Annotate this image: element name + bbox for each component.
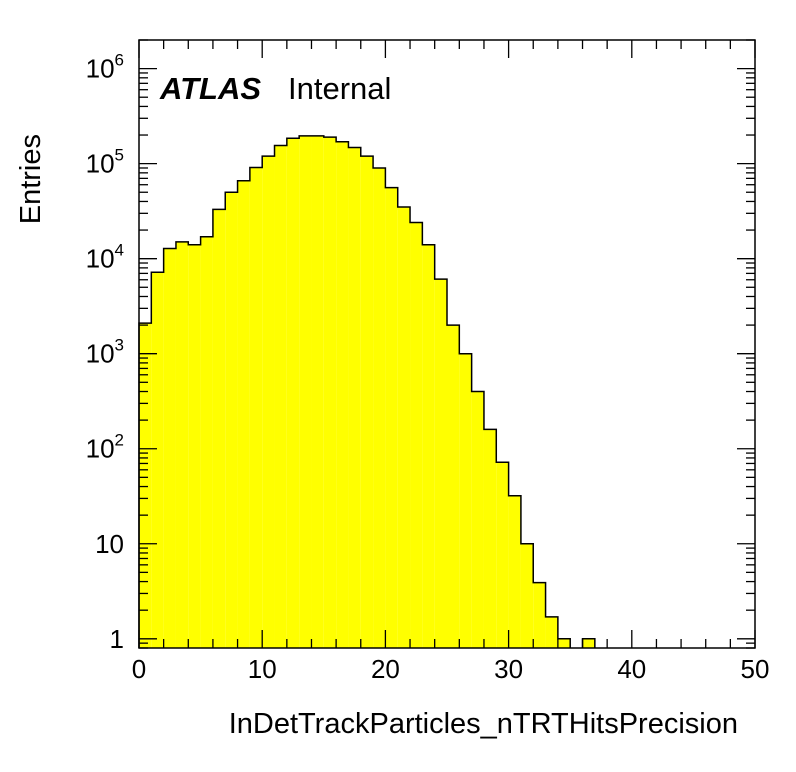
histogram-bar xyxy=(139,323,152,648)
y-tick-label: 102 xyxy=(86,431,124,464)
y-tick-label: 104 xyxy=(86,241,124,274)
histogram-bar xyxy=(163,248,176,648)
x-tick-labels: 0 10 20 30 40 50 xyxy=(132,654,770,684)
atlas-label: ATLAS xyxy=(159,71,261,106)
histogram-bar xyxy=(200,236,213,648)
x-axis-title: InDetTrackParticles_nTRTHitsPrecision xyxy=(229,708,738,740)
histogram-bar xyxy=(545,616,558,648)
x-tick-label: 50 xyxy=(741,654,770,684)
histogram-bar xyxy=(299,135,312,648)
plot-frame xyxy=(138,39,756,649)
histogram-bar xyxy=(385,187,398,648)
histogram-bar xyxy=(151,272,164,648)
histogram-bar xyxy=(373,167,386,648)
histogram-bar xyxy=(348,147,361,648)
histogram-bar xyxy=(188,244,201,648)
histogram-bar xyxy=(262,156,275,648)
histogram-bar xyxy=(286,138,300,648)
histogram-bar xyxy=(225,192,238,649)
x-tick-label: 40 xyxy=(617,654,646,684)
y-tick-label: 106 xyxy=(86,51,124,84)
histogram-bar xyxy=(508,495,521,648)
histogram-bar xyxy=(237,180,250,648)
histogram-bar xyxy=(447,325,460,648)
histogram-bar xyxy=(311,135,324,648)
histogram-bar xyxy=(496,462,509,648)
x-tick-label: 20 xyxy=(371,654,400,684)
y-tick-labels: 1 10 102 103 104 105 106 xyxy=(86,51,124,654)
histogram-bar xyxy=(175,241,189,648)
histogram-bar xyxy=(557,638,571,648)
x-tick-label: 30 xyxy=(494,654,523,684)
y-axis-title: Entries xyxy=(15,134,47,224)
histogram-bar xyxy=(249,167,263,648)
histogram-bar xyxy=(459,353,472,648)
status-label: Internal xyxy=(288,71,391,106)
histogram-bar xyxy=(483,429,497,648)
x-tick-label: 0 xyxy=(132,654,146,684)
histogram-bar xyxy=(520,543,534,648)
histogram-bar xyxy=(323,137,337,648)
y-tick-label: 103 xyxy=(86,336,124,369)
histogram-bar xyxy=(397,206,411,648)
x-tick-label: 10 xyxy=(248,654,277,684)
histogram-bar xyxy=(212,209,226,648)
histogram-bars xyxy=(139,135,595,649)
histogram-bar xyxy=(533,582,546,648)
y-tick-label: 105 xyxy=(86,146,124,179)
histogram-bar xyxy=(434,279,447,648)
y-tick-label: 10 xyxy=(95,529,124,559)
histogram-bar xyxy=(471,391,484,648)
axis-ticks xyxy=(138,39,756,649)
histogram-bar xyxy=(274,145,287,649)
histogram-bar xyxy=(360,156,374,648)
y-tick-label: 1 xyxy=(110,624,124,654)
histogram-bar xyxy=(422,244,435,648)
histogram-bar xyxy=(410,222,423,648)
histogram-bar xyxy=(336,141,349,648)
histogram-bar xyxy=(582,638,595,648)
